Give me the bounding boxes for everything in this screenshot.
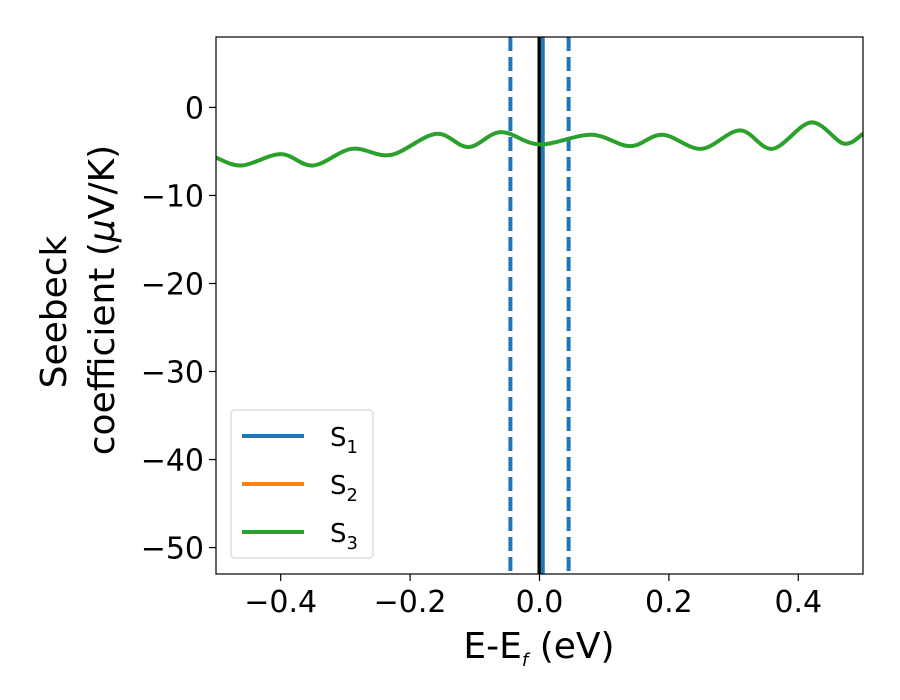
- x-tick-label: −0.2: [374, 585, 447, 620]
- x-axis-ticks: −0.4 −0.2 0.0 0.2 0.4: [244, 574, 822, 620]
- y-tick-label: −10: [141, 179, 204, 214]
- x-tick-label: 0.0: [516, 585, 564, 620]
- legend: S1 S2 S3: [230, 409, 374, 559]
- y-axis-label-line-1: Seebeck: [34, 235, 75, 388]
- y-tick-label: −20: [141, 267, 204, 302]
- y-tick-label: −30: [141, 356, 204, 391]
- legend-label-2: S2: [330, 471, 358, 506]
- vertical-lines: [508, 37, 571, 574]
- x-tick-label: −0.4: [244, 585, 317, 620]
- legend-label-1: S1: [330, 423, 358, 458]
- y-tick-label: −50: [141, 532, 204, 567]
- series-line-3: [215, 120, 865, 168]
- y-axis-ticks: 0 −10 −20 −30 −40 −50: [141, 91, 216, 567]
- x-tick-label: 0.2: [645, 585, 693, 620]
- y-tick-label: 0: [185, 91, 204, 126]
- x-axis-label: E-Ef (eV): [463, 626, 614, 671]
- x-tick-label: 0.4: [774, 585, 822, 620]
- y-tick-label: −40: [141, 444, 204, 479]
- y-axis-label-line-2: coefficient (μV/K): [82, 145, 123, 455]
- series-lines: [215, 120, 865, 168]
- legend-label-3: S3: [330, 519, 358, 554]
